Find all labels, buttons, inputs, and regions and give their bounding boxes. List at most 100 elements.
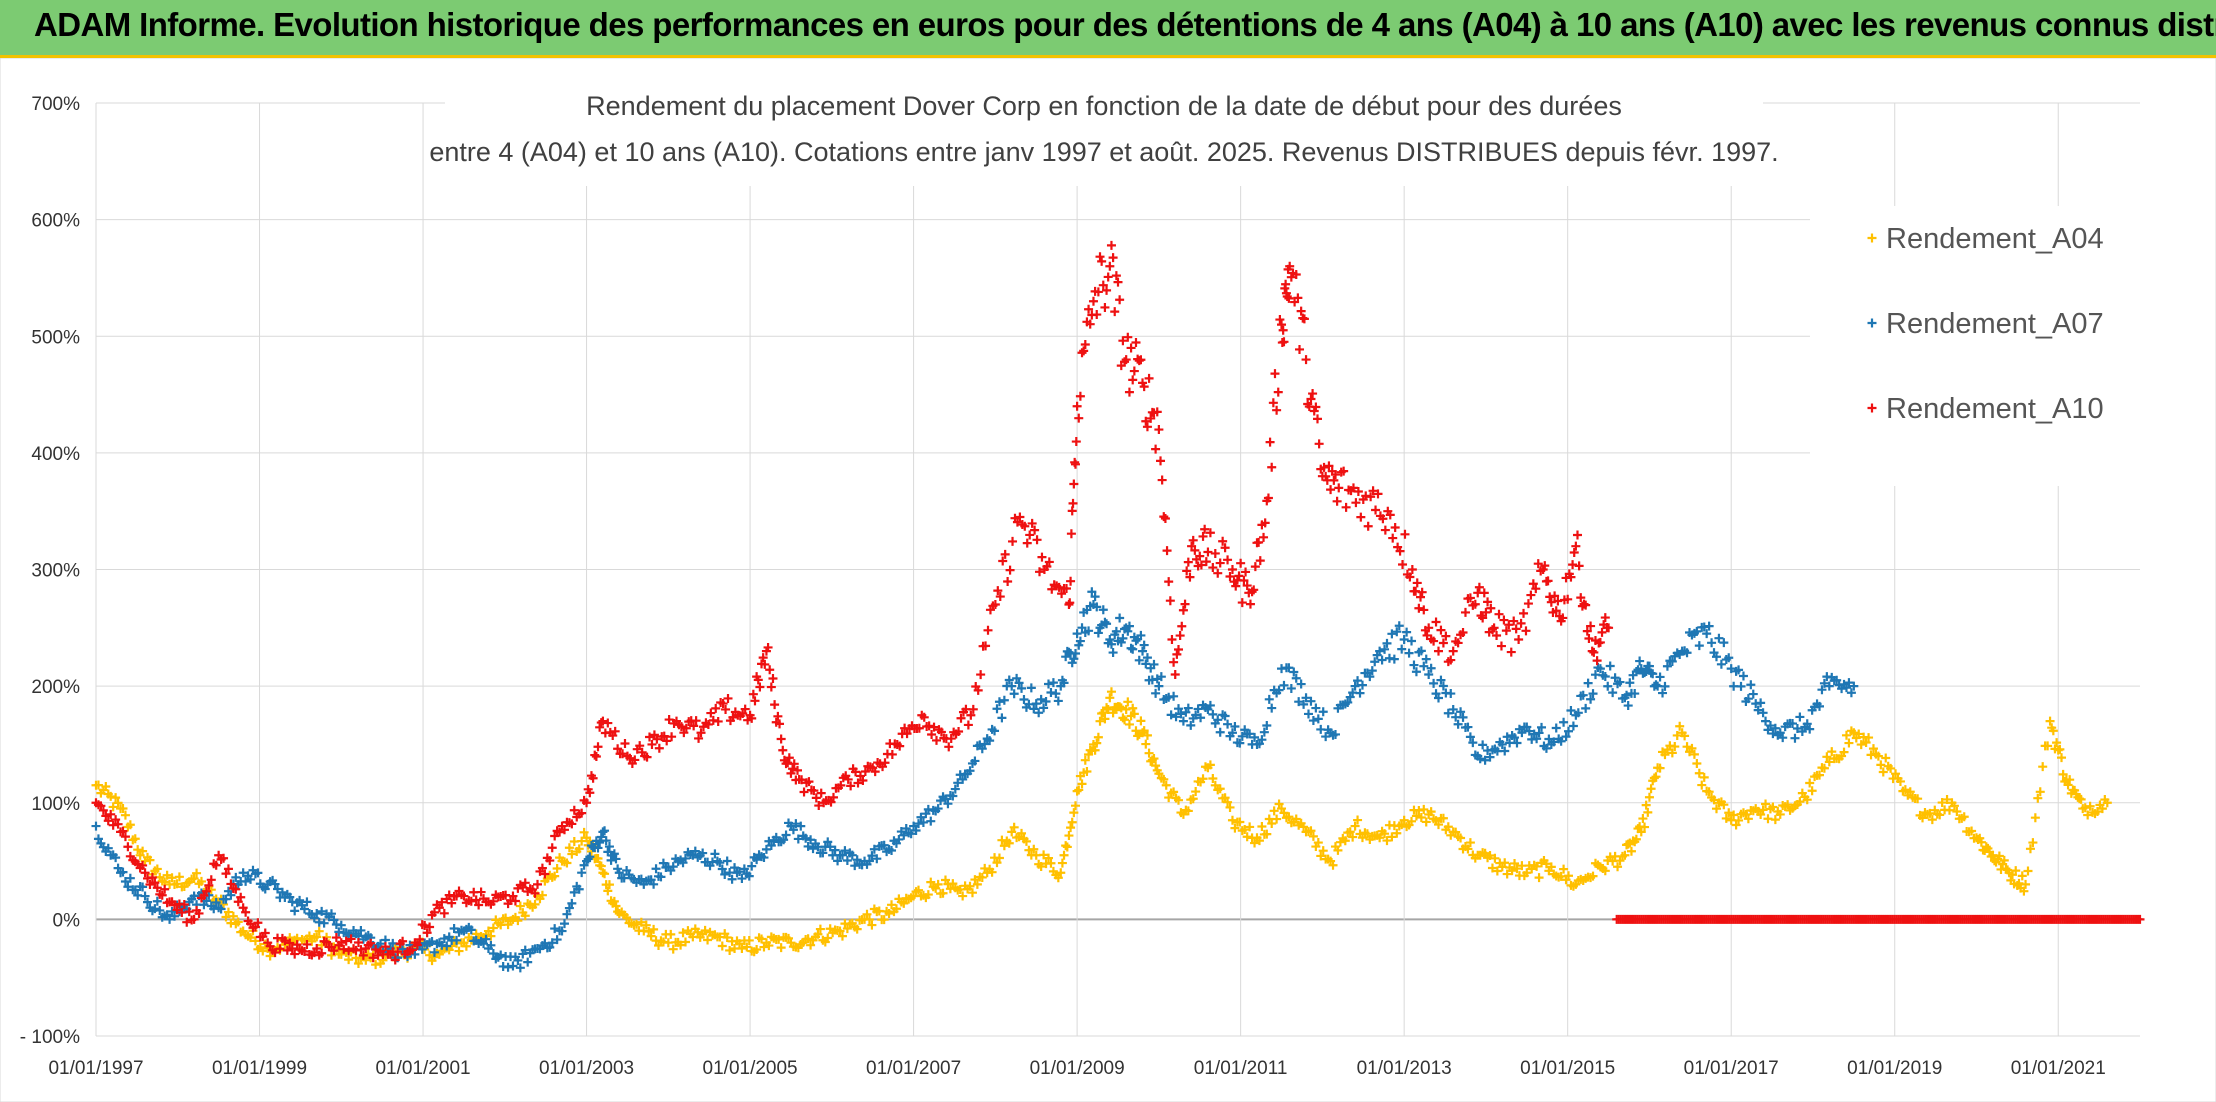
data-point (1245, 599, 1255, 609)
data-point (1363, 521, 1373, 531)
data-point (515, 901, 525, 911)
data-point (1281, 279, 1291, 289)
data-point (1424, 623, 1434, 633)
data-point (1169, 657, 1179, 667)
data-point (513, 955, 523, 965)
data-point (1191, 710, 1201, 720)
data-point (2028, 838, 2038, 848)
data-point (1692, 626, 1702, 636)
data-point (927, 730, 937, 740)
data-point (447, 898, 457, 908)
data-point (1895, 776, 1905, 786)
data-point (1105, 261, 1115, 271)
data-point (530, 888, 540, 898)
data-point (1802, 795, 1812, 805)
data-point (1478, 740, 1488, 750)
data-point (98, 805, 108, 815)
data-point (1149, 754, 1159, 764)
series-4 (1612, 914, 2145, 924)
data-point (461, 941, 471, 951)
data-point (814, 801, 824, 811)
data-point (152, 896, 162, 906)
data-point (1340, 836, 1350, 846)
data-point (836, 780, 846, 790)
data-point (290, 906, 300, 916)
data-point (108, 802, 118, 812)
data-point (562, 858, 572, 868)
data-point (773, 711, 783, 721)
data-point (965, 881, 975, 891)
data-point (1223, 719, 1233, 729)
data-point (106, 809, 116, 819)
data-point (559, 919, 569, 929)
data-point (2097, 804, 2107, 814)
data-point (1272, 405, 1282, 415)
data-point (1824, 681, 1834, 691)
data-point (150, 878, 160, 888)
data-point (723, 693, 733, 703)
data-point (1227, 815, 1237, 825)
data-point (358, 950, 368, 960)
legend-label: Rendement_A07 (1886, 308, 2104, 340)
data-point (620, 739, 630, 749)
data-point (1586, 694, 1596, 704)
data-point (336, 938, 346, 948)
data-point (120, 832, 130, 842)
data-point (567, 898, 577, 908)
data-point (894, 834, 904, 844)
data-point (111, 853, 121, 863)
data-point (781, 830, 791, 840)
data-point (1876, 760, 1886, 770)
data-point (246, 874, 256, 884)
data-point (1087, 587, 1097, 597)
data-point (567, 819, 577, 829)
data-point (997, 713, 1007, 723)
data-point (1183, 557, 1193, 567)
data-point (1128, 644, 1138, 654)
data-point (1667, 748, 1677, 758)
data-point (1198, 531, 1208, 541)
data-point (1131, 338, 1141, 348)
data-point (976, 670, 986, 680)
data-point (1139, 726, 1149, 736)
data-point (1044, 853, 1053, 863)
data-point (577, 808, 587, 818)
data-point (93, 780, 103, 790)
data-point (1263, 493, 1273, 503)
data-point (1480, 755, 1490, 765)
data-point (1178, 716, 1188, 726)
data-point (1291, 673, 1301, 683)
data-point (253, 868, 263, 878)
data-point (1074, 785, 1084, 795)
data-point (1388, 533, 1398, 543)
data-point (1235, 817, 1245, 827)
data-point (1257, 735, 1267, 745)
data-point (911, 825, 921, 835)
data-point (1136, 716, 1146, 726)
data-point (1434, 646, 1443, 656)
data-point (1188, 794, 1198, 804)
data-point (646, 875, 656, 885)
legend-item: Rendement_A04 (1867, 223, 2104, 255)
data-point (1102, 619, 1112, 629)
data-point (1587, 646, 1597, 656)
data-point (290, 949, 300, 959)
data-point (1034, 708, 1044, 718)
data-point (103, 816, 113, 826)
data-point (914, 885, 924, 895)
data-point (329, 915, 339, 925)
data-point (221, 869, 231, 879)
data-point (1348, 832, 1358, 842)
data-point (748, 689, 758, 699)
data-point (1240, 825, 1250, 835)
chart-title-line1: Rendement du placement Dover Corp en fon… (586, 91, 1622, 121)
data-point (1356, 512, 1366, 522)
data-point (1259, 727, 1269, 737)
data-point (1279, 808, 1289, 818)
data-point (1348, 483, 1358, 493)
data-point (1416, 812, 1426, 822)
data-point (992, 704, 1002, 714)
data-point (1392, 627, 1402, 637)
data-point (816, 788, 826, 798)
data-point (1161, 780, 1171, 790)
